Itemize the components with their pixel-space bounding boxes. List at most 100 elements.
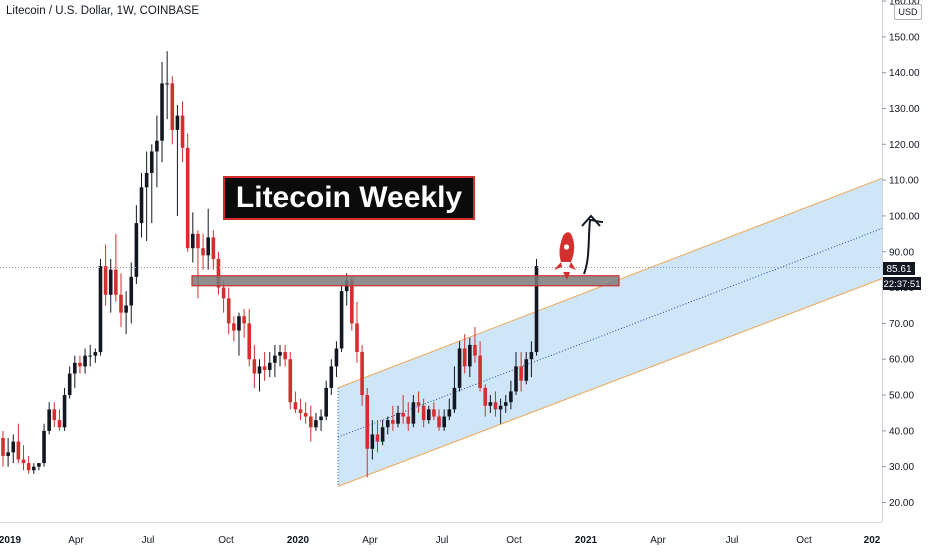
candle-body bbox=[211, 237, 216, 259]
candle-body bbox=[180, 115, 185, 148]
price-axis: 20.0030.0040.0050.0060.0070.0080.0090.00… bbox=[882, 0, 920, 509]
candle-body bbox=[416, 402, 421, 406]
y-tick-label: 60.00 bbox=[889, 355, 914, 366]
candle-body bbox=[529, 352, 534, 360]
candle-body bbox=[26, 463, 31, 471]
rocket-icon bbox=[554, 232, 576, 280]
x-tick-label: Apr bbox=[362, 535, 378, 546]
y-tick-label: 120.00 bbox=[889, 140, 920, 151]
candle-body bbox=[221, 287, 226, 299]
candle-body bbox=[401, 412, 405, 417]
candle-body bbox=[206, 237, 210, 256]
candle-body bbox=[21, 459, 26, 464]
x-tick-label: 202 bbox=[864, 535, 881, 546]
regression-channel bbox=[337, 177, 883, 487]
candle-body bbox=[37, 463, 41, 467]
x-tick-label: Apr bbox=[68, 535, 84, 546]
candle-body bbox=[503, 402, 508, 406]
candle-body bbox=[175, 115, 180, 130]
candle-body bbox=[437, 416, 441, 428]
channel-median-line bbox=[337, 228, 883, 438]
candle-body bbox=[98, 266, 103, 353]
candle-body bbox=[391, 420, 395, 424]
candle-body bbox=[319, 416, 323, 421]
x-tick-label: 2020 bbox=[287, 535, 310, 546]
candle-series bbox=[1, 51, 539, 478]
y-tick-label: 90.00 bbox=[889, 247, 914, 258]
candle-body bbox=[262, 366, 267, 370]
candle-body bbox=[47, 409, 51, 431]
candle-body bbox=[119, 294, 123, 313]
candle-body bbox=[303, 412, 308, 417]
candle-body bbox=[67, 373, 72, 396]
candle-body bbox=[283, 352, 287, 360]
candle-body bbox=[103, 266, 108, 295]
x-tick-label: Apr bbox=[650, 535, 666, 546]
candle-body bbox=[426, 409, 431, 421]
candle-body bbox=[1, 438, 5, 456]
candle-body bbox=[365, 395, 370, 449]
y-tick-label: 140.00 bbox=[889, 68, 920, 79]
currency-button[interactable]: USD bbox=[894, 4, 922, 20]
y-tick-label: 50.00 bbox=[889, 391, 914, 402]
candle-body bbox=[273, 355, 277, 363]
candle-body bbox=[62, 395, 67, 428]
y-tick-label: 40.00 bbox=[889, 426, 914, 437]
candle-body bbox=[149, 151, 154, 173]
bar-countdown: 22:37:51 bbox=[884, 279, 921, 290]
x-tick-label: Jul bbox=[436, 535, 449, 546]
candle-body bbox=[380, 427, 385, 442]
candle-body bbox=[42, 430, 46, 464]
candle-body bbox=[468, 344, 472, 367]
candle-body bbox=[462, 348, 467, 367]
x-tick-label: Oct bbox=[796, 535, 812, 546]
candle-body bbox=[11, 441, 16, 453]
chart-grid bbox=[0, 0, 883, 523]
candle-body bbox=[298, 409, 303, 413]
candle-body bbox=[155, 140, 159, 152]
y-tick-label: 20.00 bbox=[889, 498, 914, 509]
current-price-label: 85.61 22:37:51 bbox=[883, 262, 921, 290]
symbol-title: Litecoin / U.S. Dollar, 1W, COINBASE bbox=[6, 5, 200, 17]
y-tick-label: 30.00 bbox=[889, 462, 914, 473]
candle-body bbox=[6, 452, 10, 456]
candle-body bbox=[509, 391, 513, 403]
candle-body bbox=[350, 280, 354, 324]
candle-body bbox=[139, 187, 144, 224]
candle-body bbox=[360, 352, 364, 396]
candle-body bbox=[73, 362, 77, 374]
y-tick-label: 130.00 bbox=[889, 104, 920, 115]
candle-body bbox=[88, 355, 93, 357]
candle-body bbox=[514, 366, 518, 392]
candle-body bbox=[57, 420, 62, 428]
candle-body bbox=[129, 276, 134, 306]
candle-body bbox=[108, 269, 113, 295]
candle-body bbox=[483, 387, 488, 406]
candle-body bbox=[134, 223, 139, 277]
candle-body bbox=[355, 323, 359, 353]
resistance-zone bbox=[191, 275, 620, 287]
time-axis: 2019 Apr Jul Oct 2020 Apr Jul Oct 2021 Apr Jul Oct 2… bbox=[0, 535, 881, 546]
x-tick-label: Oct bbox=[506, 535, 522, 546]
title-banner: Litecoin Weekly bbox=[223, 176, 475, 220]
candle-body bbox=[324, 387, 328, 417]
candle-body bbox=[278, 352, 282, 356]
candle-body bbox=[170, 83, 175, 130]
candle-body bbox=[375, 434, 380, 442]
candle-body bbox=[370, 434, 375, 449]
candle-body bbox=[216, 258, 221, 288]
candle-body bbox=[488, 402, 493, 406]
candle-body bbox=[406, 416, 411, 424]
candle-body bbox=[498, 405, 503, 410]
candle-body bbox=[267, 362, 272, 370]
y-tick-label: 70.00 bbox=[889, 319, 914, 330]
candle-body bbox=[396, 412, 400, 424]
candle-body bbox=[247, 323, 252, 360]
candle-body bbox=[191, 233, 195, 249]
candle-body bbox=[93, 352, 98, 356]
zone-rect bbox=[191, 275, 620, 287]
candle-body bbox=[252, 359, 257, 374]
candle-body bbox=[144, 172, 149, 188]
